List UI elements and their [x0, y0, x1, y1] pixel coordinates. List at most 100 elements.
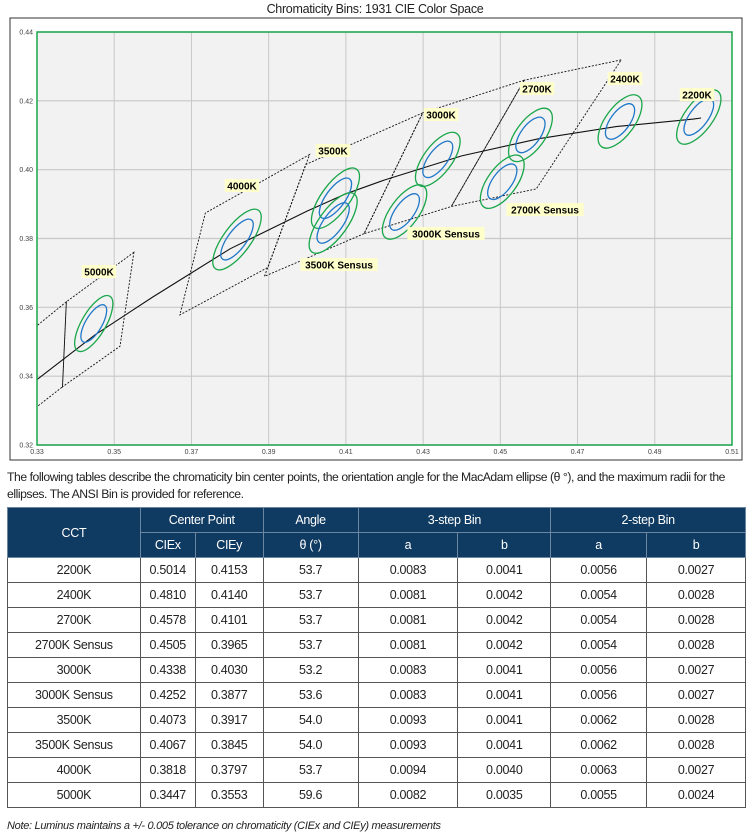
- 3-step-ellipse: [479, 154, 525, 209]
- table-cell: 0.0040: [457, 757, 552, 783]
- bin-table: CCT Center Point Angle 3-step Bin 2-step…: [7, 507, 746, 808]
- 2-step-ellipse: [389, 193, 421, 231]
- table-row: 2700K Sensus 0.4505 0.3965 53.7 0.0081 0.0042…: [7, 632, 746, 658]
- bin-label: 4000K: [227, 182, 257, 193]
- table-cell: 0.0035: [457, 782, 552, 808]
- table-cell: 4000K: [7, 757, 141, 783]
- bin-label: 3000K Sensus: [412, 230, 480, 241]
- table-cell: 0.0055: [550, 782, 648, 808]
- table-cell: 0.5014: [139, 557, 196, 583]
- tolerance-note: Note: Luminus maintains a +/- 0.005 tole…: [7, 820, 441, 832]
- label-background: [607, 72, 643, 85]
- 2-step-ellipse: [80, 304, 108, 343]
- bin-label: 2700K Sensus: [511, 206, 579, 217]
- table-cell: 0.3797: [194, 757, 264, 783]
- table-row: 3000K 0.4338 0.4030 53.2 0.0083 0.0041 0.0056 0…: [7, 657, 746, 683]
- table-cell: 0.0027: [646, 757, 746, 783]
- table-cell: 0.3877: [194, 682, 264, 708]
- table-cell: 0.4505: [139, 632, 196, 658]
- table-cell: 3500K: [7, 707, 141, 733]
- table-row: 2700K 0.4578 0.4101 53.7 0.0081 0.0042 0.0054 0…: [7, 607, 746, 633]
- table-cell: 0.0094: [357, 757, 459, 783]
- header-ciey: CIEy: [194, 532, 264, 558]
- table-cell: 0.4140: [194, 582, 264, 608]
- label-background: [407, 227, 485, 240]
- label-background: [81, 265, 117, 278]
- table-cell: 53.2: [262, 657, 359, 683]
- header-angle: Angle: [262, 507, 359, 533]
- label-background: [506, 203, 584, 216]
- table-cell: 0.3818: [139, 757, 196, 783]
- y-tick-label: 0.38: [19, 236, 33, 243]
- y-tick-label: 0.36: [19, 305, 33, 312]
- table-cell: 0.0041: [457, 732, 552, 758]
- 3-step-ellipse: [74, 294, 114, 353]
- table-cell: 0.0093: [357, 707, 459, 733]
- bin-label: 2200K: [682, 91, 712, 102]
- x-tick-label: 0.39: [262, 449, 276, 456]
- table-cell: 0.0081: [357, 582, 459, 608]
- bin-label: 3500K Sensus: [305, 261, 373, 272]
- table-cell: 2700K: [7, 607, 141, 633]
- table-cell: 0.3917: [194, 707, 264, 733]
- table-cell: 0.0083: [357, 682, 459, 708]
- 2-step-ellipse: [604, 103, 636, 140]
- table-cell: 0.0027: [646, 557, 746, 583]
- table-cell: 0.0028: [646, 582, 746, 608]
- 2-step-ellipse: [422, 140, 454, 179]
- header-b3: b: [457, 532, 552, 558]
- table-cell: 0.0041: [457, 557, 552, 583]
- table-cell: 0.0042: [457, 582, 552, 608]
- 3-step-ellipse: [597, 94, 643, 149]
- table-cell: 0.0041: [457, 657, 552, 683]
- chromaticity-chart: 0.33 0.35 0.37 0.39 0.41 0.43 0.45 0.47 0.49 0.51…: [9, 17, 743, 461]
- table-cell: 53.6: [262, 682, 359, 708]
- table-cell: 0.3553: [194, 782, 264, 808]
- 3-step-ellipse: [381, 184, 428, 240]
- label-background: [679, 88, 715, 101]
- 3-step-ellipse: [676, 89, 722, 145]
- x-tick-label: 0.49: [648, 449, 662, 456]
- table-cell: 0.4153: [194, 557, 264, 583]
- table-cell: 0.0027: [646, 657, 746, 683]
- table-cell: 0.0028: [646, 732, 746, 758]
- ansi-quadrangle: [450, 59, 623, 208]
- table-cell: 0.4073: [139, 707, 196, 733]
- x-tick-label: 0.35: [107, 449, 121, 456]
- table-cell: 53.7: [262, 632, 359, 658]
- x-tick-label: 0.45: [494, 449, 508, 456]
- table-cell: 0.0081: [357, 607, 459, 633]
- table-cell: 0.4067: [139, 732, 196, 758]
- 2-step-ellipse: [220, 218, 254, 261]
- description-paragraph: The following tables describe the chroma…: [7, 470, 725, 501]
- table-cell: 0.4101: [194, 607, 264, 633]
- 3-step-ellipse: [212, 208, 262, 271]
- plot-border: [36, 31, 733, 446]
- 2-step-ellipse: [515, 116, 546, 154]
- table-row: 3500K Sensus 0.4067 0.3845 54.0 0.0093 0.0041…: [7, 732, 746, 758]
- 2-step-ellipse: [487, 163, 518, 201]
- label-background: [300, 258, 378, 271]
- table-cell: 0.3447: [139, 782, 196, 808]
- table-cell: 3000K: [7, 657, 141, 683]
- table-cell: 0.0054: [550, 607, 648, 633]
- table-cell: 0.4810: [139, 582, 196, 608]
- table-cell: 0.0042: [457, 607, 552, 633]
- x-tick-label: 0.37: [185, 449, 199, 456]
- table-row: 3000K Sensus 0.4252 0.3877 53.6 0.0083 0.0041…: [7, 682, 746, 708]
- table-cell: 0.0027: [646, 682, 746, 708]
- table-cell: 53.7: [262, 582, 359, 608]
- table-cell: 0.0041: [457, 682, 552, 708]
- table-cell: 0.0083: [357, 557, 459, 583]
- table-row: 2200K 0.5014 0.4153 53.7 0.0083 0.0041 0.0056 0…: [7, 557, 746, 583]
- table-cell: 0.0082: [357, 782, 459, 808]
- bin-label: 5000K: [84, 268, 114, 279]
- x-tick-label: 0.43: [416, 449, 430, 456]
- header-b2: b: [646, 532, 746, 558]
- 2-step-ellipse: [318, 177, 353, 220]
- ansi-quadrangle: [363, 79, 526, 235]
- table-cell: 0.3845: [194, 732, 264, 758]
- y-tick-label: 0.44: [19, 30, 33, 37]
- 3-step-ellipse: [308, 192, 358, 254]
- header-cct: CCT: [7, 507, 141, 558]
